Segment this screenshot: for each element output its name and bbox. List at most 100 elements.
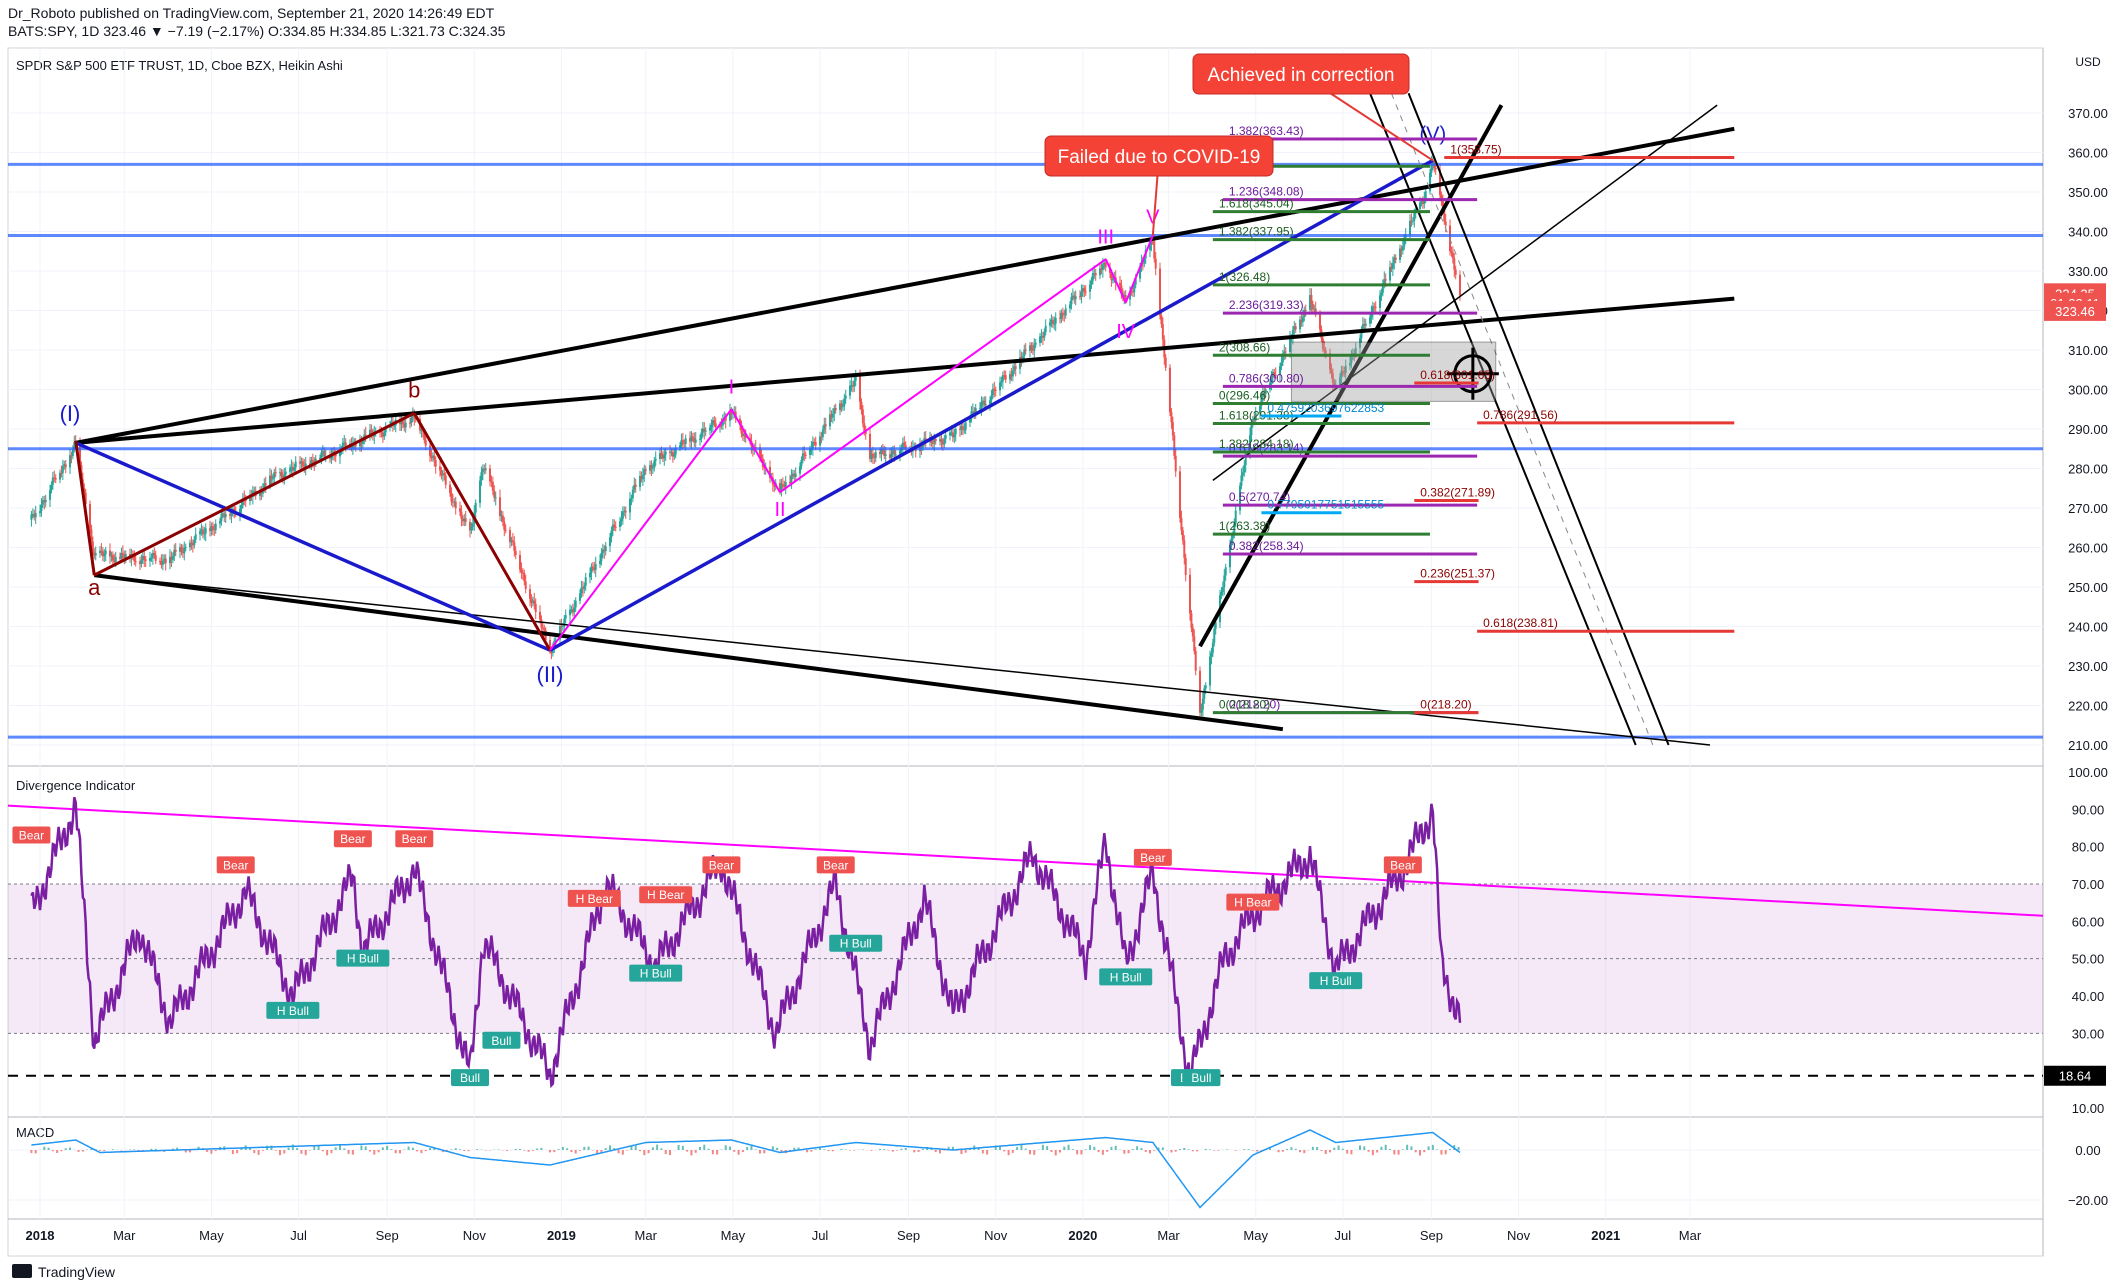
candle-body xyxy=(1103,262,1106,265)
candle-body xyxy=(980,402,983,408)
divergence-tag-label: Bear xyxy=(709,858,734,872)
fib-red-label: 0.786(291.56) xyxy=(1483,408,1558,422)
candle-body xyxy=(669,451,671,453)
candle-body xyxy=(1291,330,1294,338)
blue-wave-line-2 xyxy=(549,158,1434,652)
candle-body xyxy=(920,444,923,448)
candle-body xyxy=(1421,201,1424,205)
candle-body xyxy=(834,408,837,411)
candle-body xyxy=(649,465,651,471)
fib-green-label: 0(218.20) xyxy=(1219,698,1270,712)
price-tick-label: 300.00 xyxy=(2068,383,2108,398)
candle-body xyxy=(1039,336,1041,343)
fib-green-label: 2(308.66) xyxy=(1219,340,1270,354)
candle-body xyxy=(144,559,147,561)
candle-body xyxy=(300,461,303,464)
candle-body xyxy=(1423,198,1426,205)
candle-body xyxy=(1403,237,1406,247)
candle-body xyxy=(413,414,416,419)
candle-body xyxy=(1071,295,1074,297)
candle-body xyxy=(1434,167,1437,170)
candle-body xyxy=(594,564,597,570)
candle-body xyxy=(631,489,634,499)
divergence-tag xyxy=(829,934,883,952)
candle-body xyxy=(629,499,631,513)
candle-body xyxy=(691,436,694,439)
candle-body xyxy=(604,546,607,552)
candle-body xyxy=(1061,312,1064,315)
candle-body xyxy=(559,625,561,640)
candle-body xyxy=(759,447,761,455)
candle-body xyxy=(931,442,934,444)
divergence-tag xyxy=(266,1001,320,1019)
divergence-tag xyxy=(482,1031,521,1049)
thin-lower-line xyxy=(94,574,1711,746)
candle-body xyxy=(660,453,663,456)
candle-body xyxy=(230,511,233,516)
candle-body xyxy=(730,411,733,415)
candle-body xyxy=(1001,375,1004,382)
fib-purple-label: 0(218.20) xyxy=(1229,698,1280,712)
candle-body xyxy=(790,475,793,483)
candle-body xyxy=(971,411,974,413)
candle-body xyxy=(521,572,524,574)
price-tick-label: 270.00 xyxy=(2068,501,2108,516)
candle-body xyxy=(760,454,763,459)
candle-body xyxy=(1289,337,1291,353)
candle-body xyxy=(589,572,591,578)
divergence-tag xyxy=(336,949,390,967)
candle-body xyxy=(404,422,407,428)
candle-body xyxy=(344,442,347,447)
candle-body xyxy=(1329,353,1331,370)
candle-body xyxy=(531,600,534,603)
candle-body xyxy=(873,456,876,458)
candle-body xyxy=(1443,209,1446,222)
time-tick-label: Sep xyxy=(897,1228,920,1243)
candle-body xyxy=(1323,348,1326,351)
candle-body xyxy=(51,477,54,485)
wave-label: IV xyxy=(1116,321,1136,343)
candle-body xyxy=(520,569,523,573)
candle-body xyxy=(1050,319,1053,323)
time-tick-label: 2020 xyxy=(1068,1228,1097,1243)
wave-label: a xyxy=(88,575,101,600)
candle-body xyxy=(494,497,497,499)
wave-label: b xyxy=(408,377,420,402)
candle-body xyxy=(1273,372,1276,375)
candle-body xyxy=(1099,268,1101,276)
candle-body xyxy=(1409,220,1411,236)
candle-body xyxy=(1063,314,1066,316)
candle-body xyxy=(239,508,241,514)
candle-body xyxy=(61,466,64,473)
candle-body xyxy=(343,442,346,444)
candle-body xyxy=(841,406,844,408)
candle-body xyxy=(554,639,557,641)
macd-tick-label: −20.00 xyxy=(2068,1193,2108,1208)
publisher-line: Dr_Roboto published on TradingView.com, … xyxy=(8,5,495,21)
candle-body xyxy=(83,488,86,493)
candle-body xyxy=(620,518,623,522)
candle-body xyxy=(811,441,814,449)
currency-badge[interactable]: USD xyxy=(2075,55,2101,69)
candle-body xyxy=(1143,258,1146,264)
candle-body xyxy=(643,469,646,476)
fib-green-label: 1.382(284.18) xyxy=(1219,437,1294,451)
candle-body xyxy=(670,452,673,454)
candle-body xyxy=(529,589,531,599)
candle-body xyxy=(983,400,986,406)
candle-body xyxy=(1350,354,1353,363)
candle-body xyxy=(854,375,857,381)
candle-body xyxy=(1221,587,1224,593)
macd-pane xyxy=(8,1129,2043,1209)
candle-body xyxy=(283,474,286,480)
candle-body xyxy=(1419,202,1421,210)
candle-body xyxy=(294,461,297,468)
candle-body xyxy=(550,650,553,654)
candle-body xyxy=(1079,296,1081,298)
candle-body xyxy=(369,429,371,436)
candle-body xyxy=(1360,329,1363,339)
candle-body xyxy=(610,530,613,538)
annotation-callout: Achieved in correction xyxy=(1192,53,1434,162)
rsi-line xyxy=(30,796,1462,1089)
candle-body xyxy=(54,478,57,480)
